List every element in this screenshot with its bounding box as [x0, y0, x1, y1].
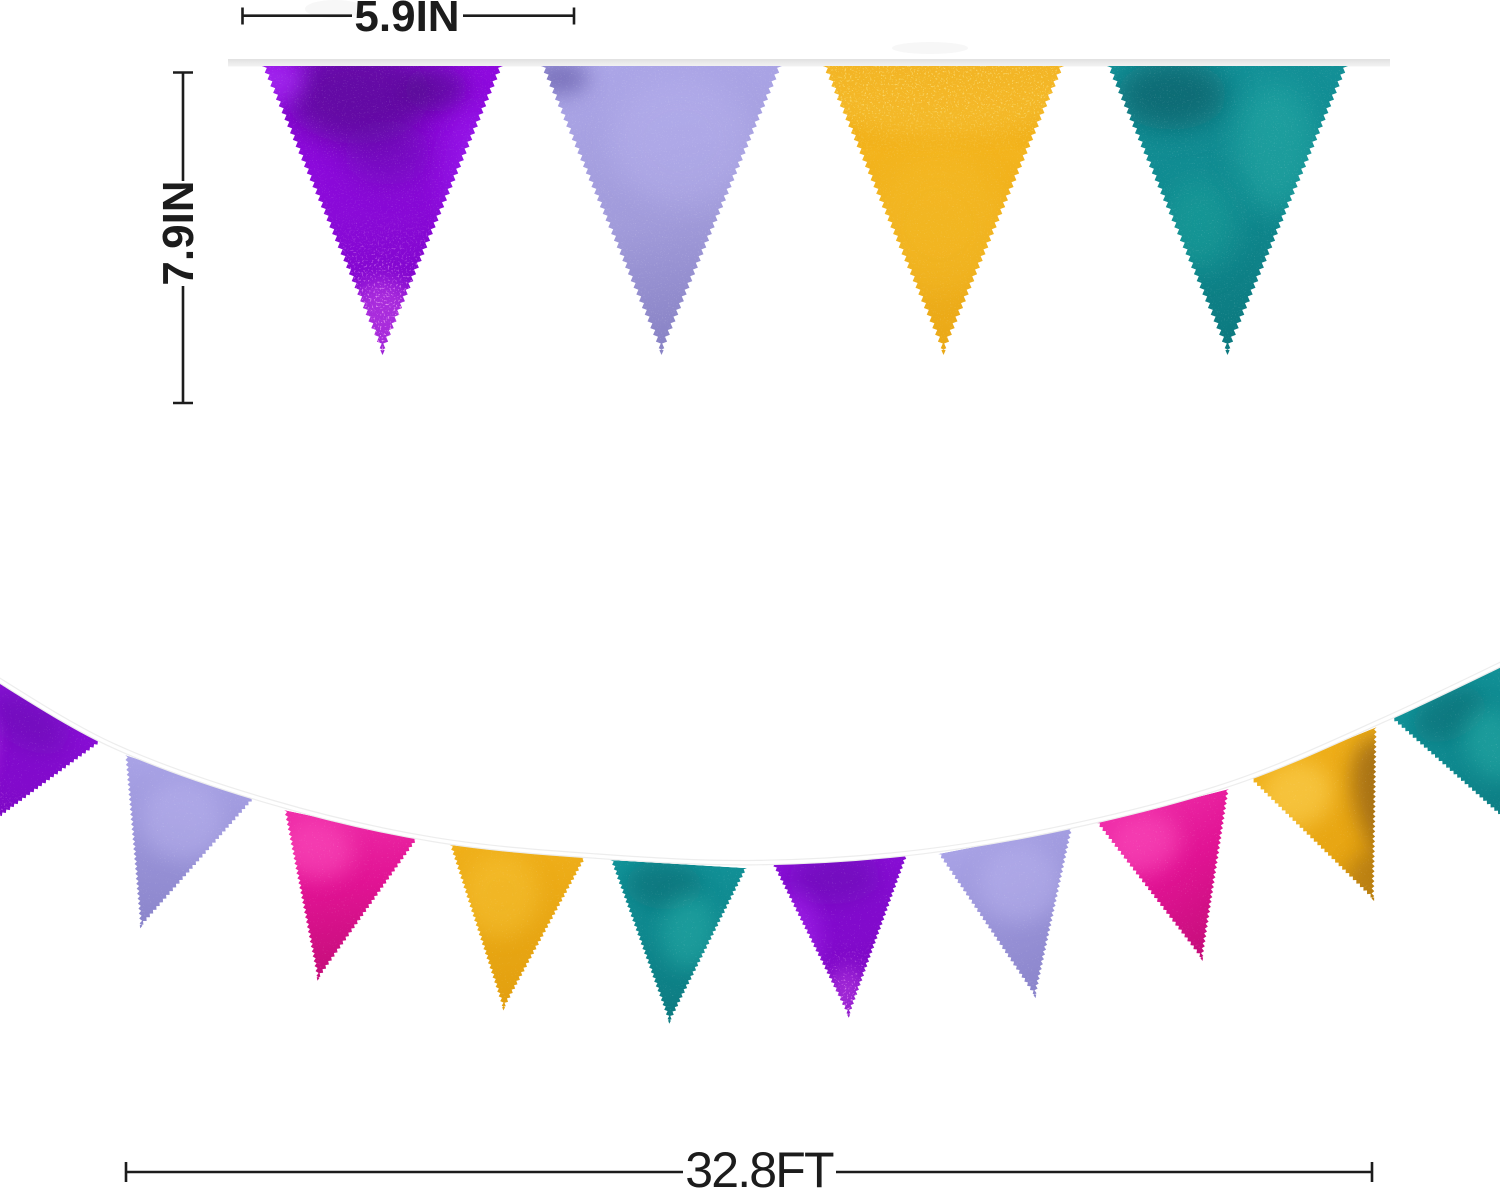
- svg-text:7.9IN: 7.9IN: [154, 180, 203, 285]
- svg-text:32.8FT: 32.8FT: [685, 1142, 834, 1195]
- svg-text:5.9IN: 5.9IN: [354, 0, 459, 41]
